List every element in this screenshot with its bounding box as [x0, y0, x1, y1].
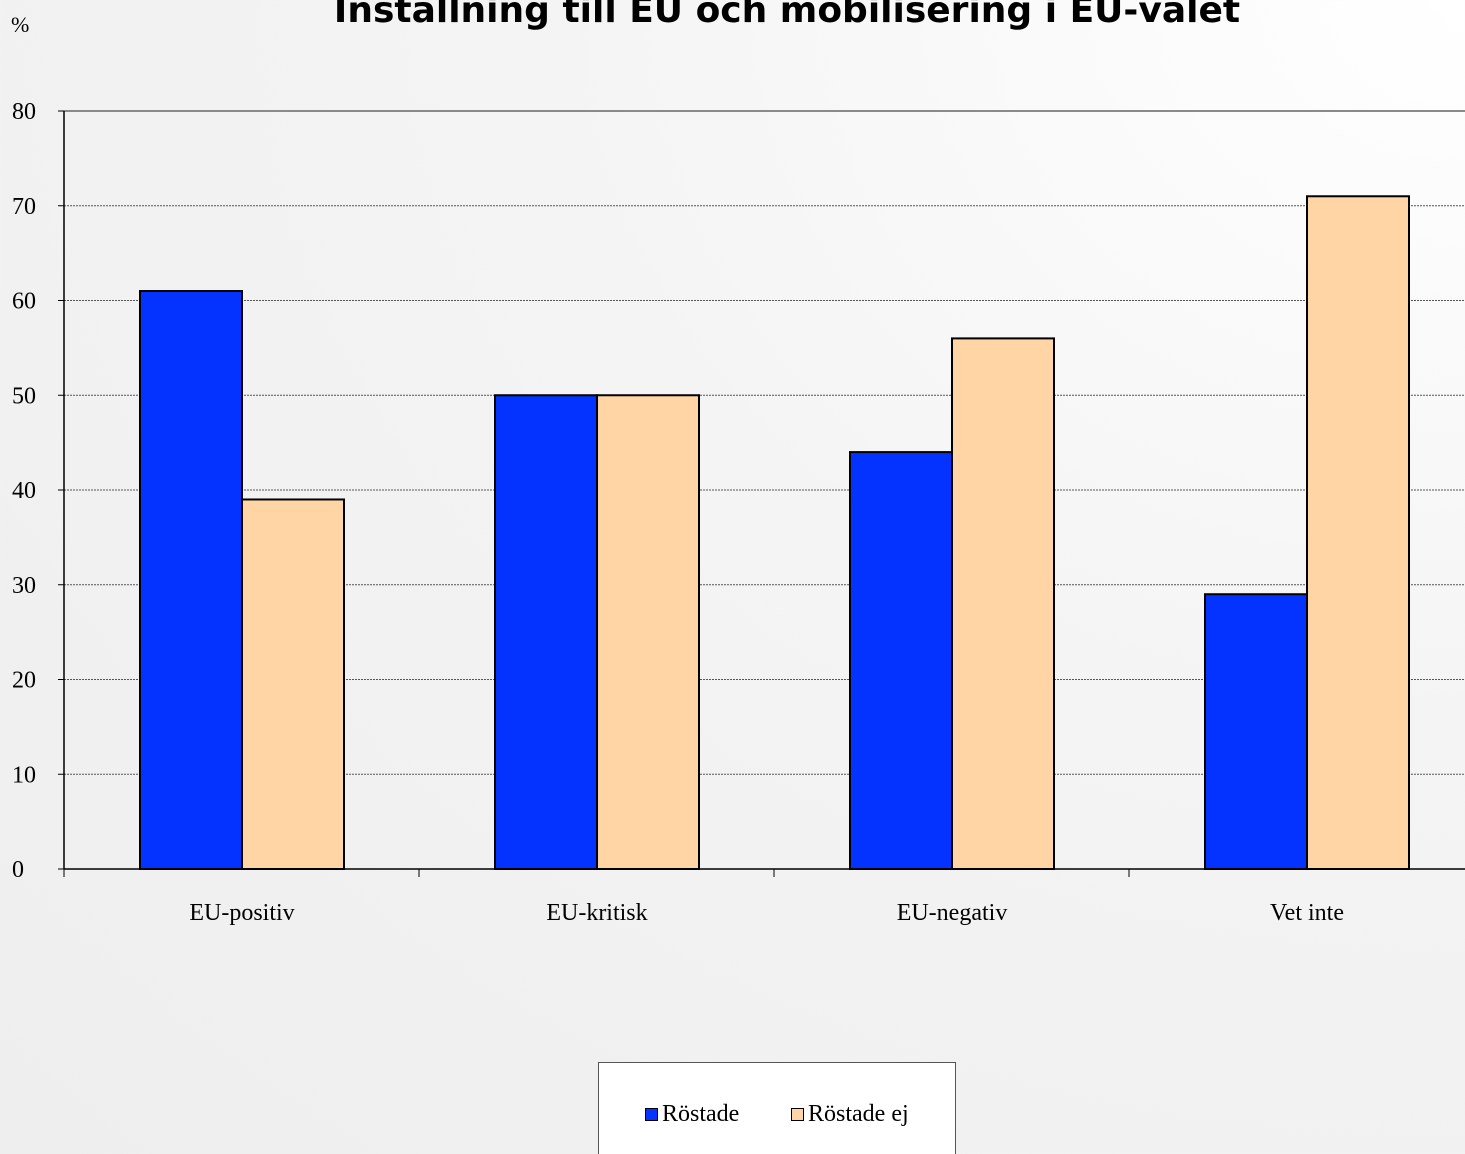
axes	[58, 110, 1465, 877]
y-tick-label-80: 80	[12, 99, 36, 125]
x-category-label-1: EU-kritisk	[546, 900, 647, 926]
legend-item-rostade: Röstade	[645, 1101, 739, 1128]
bar-eu-kritisk-series-1	[596, 394, 700, 870]
y-tick-label-70: 70	[12, 194, 36, 220]
bar-vet-inte-series-0	[1204, 593, 1308, 870]
y-tick-label-30: 30	[12, 573, 36, 599]
bar-eu-negativ-series-0	[849, 451, 953, 870]
bar-eu-positiv-series-0	[139, 290, 243, 870]
legend-swatch-rostade-ej	[791, 1108, 804, 1121]
x-category-label-0: EU-positiv	[189, 900, 294, 926]
bar-vet-inte-series-1	[1306, 195, 1410, 870]
bar-eu-kritisk-series-0	[494, 394, 598, 870]
y-tick-label-10: 10	[12, 762, 36, 788]
y-tick-label-60: 60	[12, 289, 36, 315]
legend-label-rostade: Röstade	[662, 1101, 740, 1127]
legend-item-rostade-ej: Röstade ej	[791, 1101, 909, 1128]
legend-label-rostade-ej: Röstade ej	[808, 1101, 909, 1127]
bar-eu-positiv-series-1	[241, 498, 345, 870]
x-category-label-3: Vet inte	[1270, 900, 1344, 926]
axis-labels: 0 10 20 30 40 50 60 70 80 EU-positiv EU-kritisk EU-…	[12, 99, 1344, 926]
legend: Röstade Röstade ej	[598, 1062, 956, 1154]
x-category-label-2: EU-negativ	[897, 900, 1008, 926]
bar-eu-negativ-series-1	[951, 337, 1055, 870]
chart-title: Inställning till EU och mobilisering i E…	[334, 0, 1240, 31]
y-tick-label-40: 40	[12, 478, 36, 504]
y-tick-label-50: 50	[12, 383, 36, 409]
y-axis-unit-label: %	[11, 12, 29, 37]
legend-swatch-rostade	[645, 1108, 658, 1121]
y-tick-label-20: 20	[12, 668, 36, 694]
bars	[139, 195, 1410, 870]
y-tick-label-0: 0	[12, 857, 24, 883]
